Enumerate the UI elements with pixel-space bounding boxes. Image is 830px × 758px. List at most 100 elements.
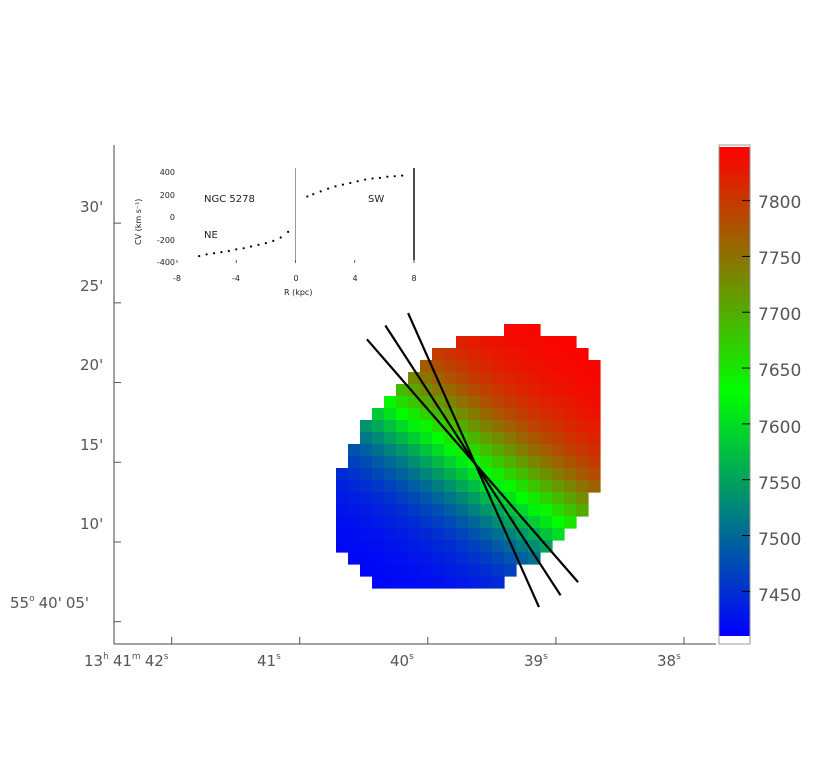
map-pixel — [516, 384, 529, 397]
map-pixel — [372, 504, 385, 517]
inset-x-tick: 8 — [411, 274, 416, 283]
map-pixel — [540, 516, 553, 529]
map-pixel — [468, 420, 481, 433]
map-pixel — [444, 552, 457, 565]
x-axis-ticks — [171, 637, 685, 644]
x-tick-label: 38s — [657, 652, 681, 670]
map-pixel — [408, 444, 421, 457]
map-pixel — [468, 552, 481, 565]
map-pixel — [468, 384, 481, 397]
map-pixel — [420, 552, 433, 565]
map-pixel — [516, 432, 529, 445]
map-pixel — [372, 552, 385, 565]
map-pixel — [384, 420, 397, 433]
map-pixel — [552, 444, 565, 457]
map-pixel — [492, 528, 505, 541]
map-pixel — [516, 408, 529, 421]
map-pixel — [516, 456, 529, 469]
map-pixel — [396, 528, 409, 541]
map-pixel — [384, 408, 397, 421]
colorbar-tick-label: 7450 — [758, 586, 801, 606]
map-pixel — [540, 492, 553, 505]
inset-point — [198, 254, 201, 258]
map-pixel — [336, 492, 349, 505]
map-pixel — [528, 348, 541, 361]
map-pixel — [504, 360, 517, 373]
map-pixel — [432, 396, 445, 409]
map-pixel — [564, 384, 577, 397]
map-pixel — [588, 360, 601, 373]
map-panel — [113, 145, 716, 645]
map-pixel — [444, 528, 457, 541]
map-pixel — [564, 444, 577, 457]
map-pixel — [444, 444, 457, 457]
map-pixel — [396, 468, 409, 481]
map-pixel — [588, 468, 601, 481]
map-pixel — [564, 516, 577, 529]
map-pixel — [564, 372, 577, 385]
map-pixel — [468, 504, 481, 517]
map-pixel — [552, 360, 565, 373]
inset-x-tick: -4 — [232, 274, 240, 283]
inset-point — [401, 174, 404, 177]
inset-point — [279, 236, 282, 239]
map-pixel — [504, 324, 517, 337]
inset-y-tick: 200 — [160, 191, 175, 200]
map-pixel — [588, 384, 601, 397]
map-pixel — [492, 420, 505, 433]
map-pixel — [576, 444, 589, 457]
inset-label-ne: NE — [204, 230, 218, 241]
map-pixel — [540, 336, 553, 349]
map-pixel — [432, 528, 445, 541]
map-pixel — [516, 516, 529, 529]
map-pixel — [396, 540, 409, 553]
map-pixel — [372, 480, 385, 493]
map-pixel — [420, 504, 433, 517]
map-pixel — [480, 564, 493, 577]
map-pixel — [420, 540, 433, 553]
map-pixel — [384, 552, 397, 565]
map-pixel — [528, 324, 541, 337]
map-pixel — [372, 576, 385, 589]
map-pixel — [420, 420, 433, 433]
map-pixel — [552, 456, 565, 469]
map-pixel — [396, 408, 409, 421]
y-tick-label: 30' — [80, 198, 103, 216]
map-pixel — [456, 336, 469, 349]
inset-title: NGC 5278 — [204, 194, 255, 205]
map-pixel — [492, 468, 505, 481]
map-pixel — [396, 516, 409, 529]
map-pixel — [504, 444, 517, 457]
colorbar-tick-label: 7750 — [758, 249, 801, 269]
map-pixel — [396, 456, 409, 469]
map-pixel — [348, 468, 361, 481]
x-tick-label: 41s — [257, 652, 281, 670]
map-pixel — [420, 432, 433, 445]
map-pixel — [444, 516, 457, 529]
map-pixel — [456, 456, 469, 469]
map-pixel — [468, 348, 481, 361]
colorbar-tick-label: 7500 — [758, 530, 801, 550]
map-pixel — [588, 372, 601, 385]
map-pixel — [564, 456, 577, 469]
map-pixel — [528, 468, 541, 481]
map-pixel — [432, 348, 445, 361]
map-pixel — [432, 432, 445, 445]
map-pixel — [552, 348, 565, 361]
inset-point — [371, 177, 374, 180]
map-pixel — [384, 468, 397, 481]
map-pixel — [564, 504, 577, 517]
colorbar-tick-label: 7550 — [758, 474, 801, 494]
map-pixel — [588, 480, 601, 493]
colorbar: 7450 7500 7550 7600 7650 7700 7750 7800 — [718, 144, 801, 645]
map-pixel — [468, 360, 481, 373]
map-pixel — [408, 396, 421, 409]
map-pixel — [456, 384, 469, 397]
inset-point — [306, 195, 309, 198]
map-pixel — [504, 564, 517, 577]
map-pixel — [528, 360, 541, 373]
map-pixel — [384, 504, 397, 517]
map-pixel — [516, 336, 529, 349]
inset-point — [242, 247, 245, 250]
map-pixel — [552, 516, 565, 529]
